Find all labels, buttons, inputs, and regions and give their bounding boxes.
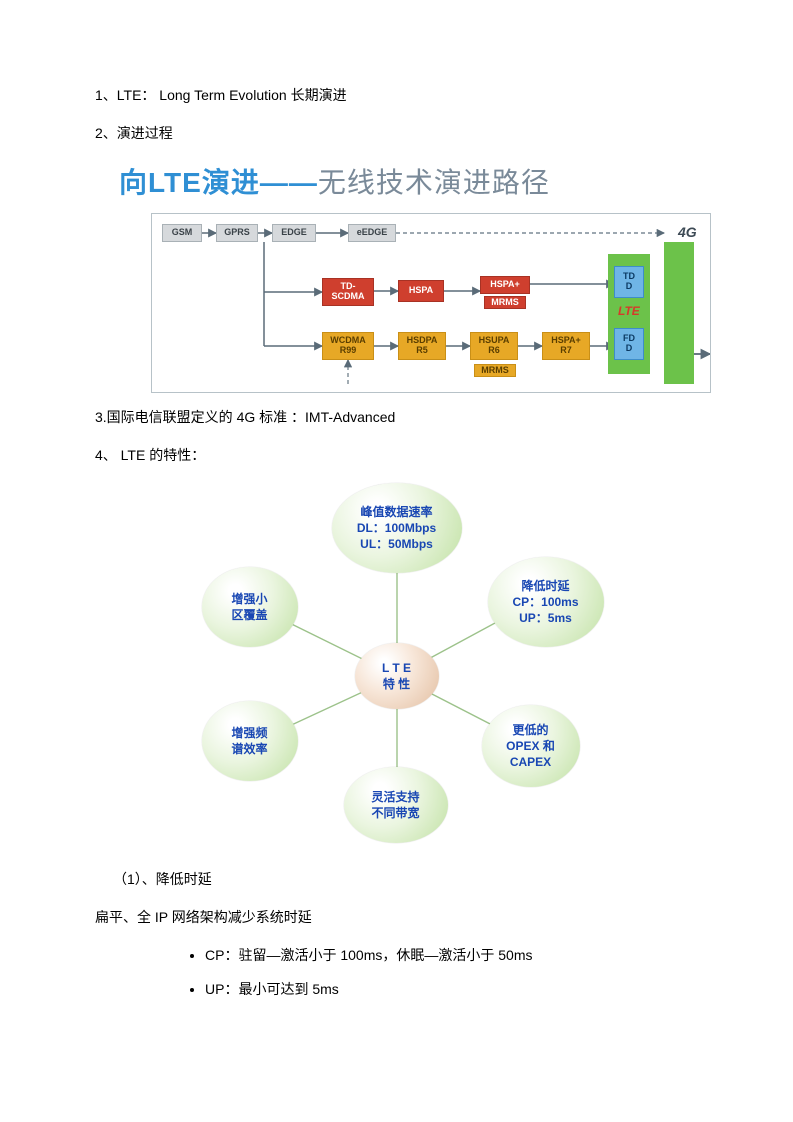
bullet-up: UP：最小可达到 5ms <box>205 979 698 999</box>
heading-gray: 无线技术演进路径 <box>318 167 550 198</box>
bubble-spec: 增强频谱效率 <box>202 701 298 781</box>
evo-node-edge: EDGE <box>272 224 316 242</box>
bubble-peak-line1: 峰值数据速率 <box>360 504 432 520</box>
evo-node-gprs: GPRS <box>216 224 258 242</box>
bubble-flex: 灵活支持不同带宽 <box>344 767 448 843</box>
evo-node-hsdpa: HSDPA R5 <box>398 332 446 360</box>
bubble-peak-line2: DL：100Mbps <box>357 520 436 536</box>
evo-node-mpms2: MRMS <box>474 364 516 377</box>
bubble-opex: 更低的OPEX 和CAPEX <box>482 705 580 787</box>
evo-node-hspa: HSPA <box>398 280 444 302</box>
heading-blue-3: 演进—— <box>202 167 318 198</box>
evolution-diagram: GSM GPRS EDGE eEDGE TD- SCDMA HSPA HSPA+ MRMS WC… <box>151 213 711 393</box>
bubble-peak: 峰值数据速率DL：100MbpsUL：50Mbps <box>332 483 462 573</box>
bubble-center: L T E特 性 <box>355 643 439 709</box>
bubble-delay-line1: 降低时延 <box>521 578 569 594</box>
lte-features-diagram: 峰值数据速率DL：100MbpsUL：50Mbps 降低时延CP：100msUP：… <box>172 483 622 853</box>
evo-node-tdd: TD D <box>614 266 644 298</box>
evo-node-gsm: GSM <box>162 224 202 242</box>
bubble-opex-line3: CAPEX <box>510 754 551 770</box>
green-bar-1 <box>664 242 694 384</box>
bubble-center-line1: L T E <box>382 660 411 676</box>
evo-node-tdscdma: TD- SCDMA <box>322 278 374 306</box>
evo-node-fdd: FD D <box>614 328 644 360</box>
lte-label: LTE <box>618 304 640 318</box>
bubble-opex-line2: OPEX 和 <box>506 738 555 754</box>
bubble-delay: 降低时延CP：100msUP：5ms <box>488 557 604 647</box>
four-g-label: 4G <box>678 224 697 240</box>
line-1: 1、LTE： Long Term Evolution 长期演进 <box>95 85 698 105</box>
bubble-cov: 增强小区覆盖 <box>202 567 298 647</box>
evo-node-wcdma: WCDMA R99 <box>322 332 374 360</box>
evo-node-mpms1: MRMS <box>484 296 526 309</box>
bubble-cov-line1: 增强小 <box>231 591 267 607</box>
line-4: 4、 LTE 的特性： <box>95 445 698 465</box>
evolution-heading: 向LTE演进——无线技术演进路径 <box>119 161 698 201</box>
bubble-flex-line1: 灵活支持 <box>371 789 419 805</box>
evo-node-hspap2: HSPA+ R7 <box>542 332 590 360</box>
bubble-cov-line2: 区覆盖 <box>231 607 267 623</box>
bubble-peak-line3: UL：50Mbps <box>360 536 433 552</box>
line-5: （1）、降低时延 <box>113 869 698 889</box>
bubble-center-line2: 特 性 <box>383 676 410 692</box>
heading-blue-2: LTE <box>148 167 202 198</box>
line-2: 2、演进过程 <box>95 123 698 143</box>
line-3: 3.国际电信联盟定义的 4G 标准 ：IMT-Advanced <box>95 407 698 427</box>
line-6: 扁平、全 IP 网络架构减少系统时延 <box>95 907 698 927</box>
evo-node-hsupa: HSUPA R6 <box>470 332 518 360</box>
bubble-opex-line1: 更低的 <box>512 722 548 738</box>
bubble-spec-line1: 增强频 <box>231 725 267 741</box>
bubble-flex-line2: 不同带宽 <box>371 805 419 821</box>
latency-bullets: CP：驻留—激活小于 100ms，休眠—激活小于 50ms UP：最小可达到 5… <box>205 945 698 999</box>
heading-blue-1: 向 <box>119 167 148 198</box>
bullet-cp: CP：驻留—激活小于 100ms，休眠—激活小于 50ms <box>205 945 698 965</box>
bubble-delay-line2: CP：100ms <box>512 594 578 610</box>
bubble-spec-line2: 谱效率 <box>231 741 267 757</box>
evo-node-eedge: eEDGE <box>348 224 396 242</box>
evo-node-hspap: HSPA+ <box>480 276 530 294</box>
bubble-delay-line3: UP：5ms <box>519 610 572 626</box>
